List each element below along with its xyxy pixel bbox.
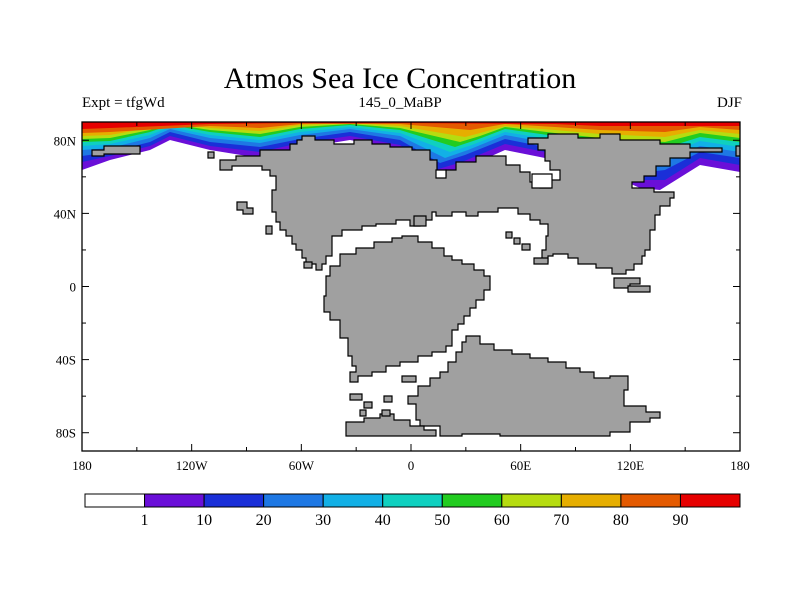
season-label: DJF [716, 95, 742, 111]
colorbar-label: 60 [494, 512, 510, 529]
land-laurasia [219, 133, 723, 275]
land-small-1 [236, 201, 254, 215]
land-small-15 [381, 409, 391, 417]
colorbar-swatch [441, 493, 503, 508]
land-small-2 [265, 225, 273, 235]
colorbar-labels: 1 10 20 30 40 50 60 70 80 90 [141, 512, 689, 529]
land-small-4 [505, 231, 513, 239]
colorbar-label: 90 [672, 512, 688, 529]
land-small-14 [401, 375, 417, 383]
y-tick-label: 40S [56, 353, 76, 368]
plot-area [82, 122, 740, 451]
colorbar-label: 30 [315, 512, 331, 529]
colorbar-swatch [679, 493, 741, 508]
land-west-gondwana [323, 235, 491, 383]
land-small-3 [413, 215, 427, 227]
y-tick-label: 80S [56, 426, 76, 441]
x-tick-label: 60W [289, 458, 315, 473]
axis-ticks [81, 122, 741, 451]
colorbar-label: 10 [196, 512, 212, 529]
inland-sea-1 [531, 173, 553, 189]
age-label: 145_0_MaBP [358, 95, 442, 111]
land-small-17 [91, 145, 141, 157]
x-tick-label: 0 [408, 458, 415, 473]
inland-sea-2 [435, 169, 447, 179]
x-tick-label: 180 [72, 458, 92, 473]
land-small-12 [363, 401, 373, 409]
colorbar-swatch [382, 493, 443, 508]
land-east-gondwana [407, 335, 661, 437]
colorbar-label: 50 [434, 512, 450, 529]
colorbar-swatch [620, 493, 681, 508]
land-small-11 [349, 393, 363, 401]
colorbar-swatch [263, 493, 324, 508]
colorbar-label: 1 [141, 512, 149, 529]
colorbar [84, 493, 741, 508]
land-small-13 [383, 395, 393, 403]
colorbar-swatch [84, 493, 146, 508]
colorbar-label: 70 [553, 512, 569, 529]
x-tick-label: 120W [176, 458, 209, 473]
land-small-7 [533, 257, 549, 265]
y-axis-labels: 80N 40N 0 40S 80S [54, 133, 77, 440]
landmasses [91, 133, 740, 437]
experiment-label: Expt = tfgWd [82, 95, 165, 111]
colorbar-swatch [144, 493, 205, 508]
x-axis-labels: 180 120W 60W 0 60E 120E 180 [72, 458, 750, 473]
colorbar-swatch [322, 493, 384, 508]
land-small-18 [207, 151, 215, 159]
x-tick-label: 120E [617, 458, 645, 473]
land-antarctic-west [345, 413, 437, 437]
colorbar-label: 40 [375, 512, 391, 529]
colorbar-label: 20 [256, 512, 272, 529]
colorbar-swatch [501, 493, 562, 508]
land-small-6 [521, 243, 531, 251]
y-tick-label: 80N [54, 133, 77, 148]
land-small-9 [627, 285, 651, 293]
land-small-19 [735, 145, 740, 157]
land-small-8 [613, 277, 641, 289]
land-small-10 [303, 261, 313, 269]
x-tick-label: 60E [510, 458, 531, 473]
inland-seas [435, 169, 553, 189]
colorbar-label: 80 [613, 512, 629, 529]
chart-title: Atmos Sea Ice Concentration [223, 62, 577, 95]
colorbar-swatch [203, 493, 265, 508]
y-tick-label: 40N [54, 206, 77, 221]
x-tick-label: 180 [730, 458, 750, 473]
land-small-16 [359, 409, 367, 417]
colorbar-swatch [560, 493, 622, 508]
y-tick-label: 0 [70, 280, 77, 295]
land-small-5 [513, 237, 521, 245]
